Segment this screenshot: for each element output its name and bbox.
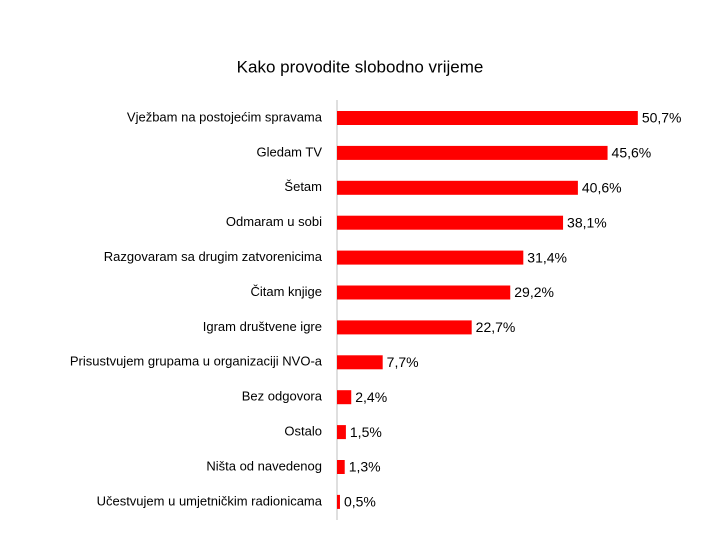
bar	[337, 180, 578, 195]
category-label: Gledam TV	[256, 144, 322, 159]
category-label: Čitam knjige	[250, 284, 322, 299]
value-label: 29,2%	[514, 284, 554, 300]
bar	[337, 355, 383, 370]
category-label: Prisustvujem grupama u organizaciji NVO-…	[70, 354, 323, 369]
value-label: 1,3%	[349, 459, 381, 475]
category-label: Vježbam na postojećim spravama	[127, 109, 323, 124]
bar	[337, 320, 472, 335]
value-label: 45,6%	[612, 145, 652, 161]
category-label: Ostalo	[284, 424, 322, 439]
bar	[337, 215, 564, 230]
category-label: Šetam	[284, 179, 322, 194]
value-label: 38,1%	[567, 214, 607, 230]
category-label: Bez odgovora	[242, 389, 323, 404]
bar	[337, 390, 352, 405]
value-label: 0,5%	[344, 494, 376, 510]
value-label: 40,6%	[582, 180, 622, 196]
chart-title: Kako provodite slobodno vrijeme	[237, 57, 484, 76]
bar	[337, 425, 346, 440]
value-label: 22,7%	[476, 319, 516, 335]
bar	[337, 145, 608, 160]
category-label: Učestvujem u umjetničkim radionicama	[97, 493, 323, 508]
value-label: 31,4%	[527, 249, 567, 265]
category-label: Razgovaram sa drugim zatvorenicima	[104, 249, 323, 264]
bar	[337, 460, 345, 474]
bar	[337, 494, 340, 509]
bar	[337, 111, 638, 125]
category-label: Igram društvene igre	[203, 319, 322, 334]
category-label: Ništa od navedenog	[206, 458, 322, 473]
value-label: 2,4%	[355, 389, 387, 405]
bar	[337, 285, 511, 300]
bar	[337, 250, 524, 265]
value-label: 50,7%	[642, 110, 682, 126]
value-label: 1,5%	[350, 424, 382, 440]
category-label: Odmaram u sobi	[226, 214, 322, 229]
value-label: 7,7%	[387, 354, 419, 370]
